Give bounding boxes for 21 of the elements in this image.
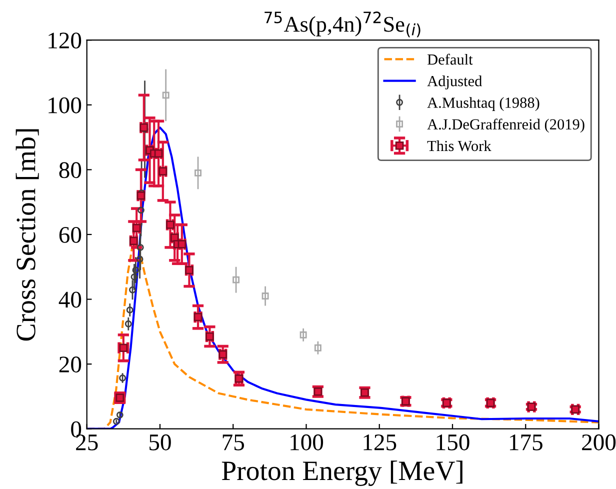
y-tick-label: 40	[58, 292, 82, 308]
legend-label: This Work	[427, 140, 492, 152]
x-tick-label: 100	[290, 434, 324, 450]
x-tick-label: 200	[582, 434, 616, 450]
chart-title: $^{75}$As(p,4n)$^{72}$Se$_{(i)}$	[264, 12, 420, 38]
legend-label: Adjusted	[427, 76, 482, 90]
x-tick-label: 75	[222, 434, 244, 450]
y-tick-label: 120	[48, 32, 82, 49]
x-axis-title: Proton Energy [MeV]	[222, 460, 462, 486]
x-tick-label: 175	[510, 434, 542, 450]
y-tick-label: 20	[59, 356, 82, 372]
legend-label: A.Mushtaq (1988)	[427, 97, 540, 111]
y-tick-label: 80	[59, 162, 82, 178]
legend-label: Default	[427, 54, 473, 65]
y-axis-title: Cross Section [mb]	[16, 129, 39, 341]
legend-label: A.J.DeGraffenreid (2019)	[427, 118, 584, 133]
x-tick-label: 50	[150, 434, 171, 450]
y-tick-label: 100	[48, 97, 82, 114]
y-tick-label: 60	[59, 226, 82, 243]
x-tick-label: 150	[436, 434, 470, 450]
x-tick-label: 125	[364, 434, 396, 450]
